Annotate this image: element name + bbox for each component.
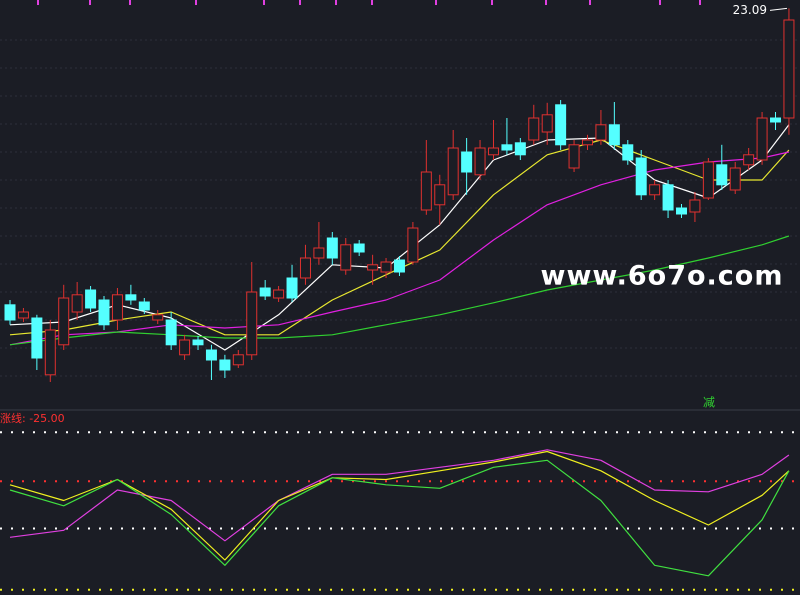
- candle-body: [649, 184, 661, 196]
- candle-body: [192, 339, 204, 346]
- candle-body: [367, 264, 379, 271]
- candle-body: [770, 117, 782, 123]
- candle-body: [219, 359, 231, 371]
- candle-body: [125, 294, 137, 301]
- candle-body: [299, 257, 311, 279]
- indicator-title: 涨线: -25.00: [0, 411, 65, 425]
- candle-body: [71, 294, 83, 313]
- candle-body: [487, 147, 499, 156]
- candle-body: [246, 291, 258, 356]
- candle-body: [662, 184, 674, 211]
- series-line: [9, 449, 790, 542]
- candle-body: [31, 317, 43, 359]
- candle-body: [58, 297, 70, 346]
- watermark: www.6o7o.com: [541, 261, 784, 292]
- series-line: [9, 235, 790, 346]
- candle-body: [568, 144, 580, 169]
- candle-body: [514, 142, 526, 156]
- candle-body: [340, 244, 352, 271]
- candle-body: [232, 354, 244, 366]
- candle-body: [756, 117, 768, 161]
- candle-body: [716, 164, 728, 186]
- candle-body: [635, 157, 647, 196]
- candle-body: [4, 304, 16, 321]
- candle-body: [555, 104, 567, 146]
- candle-body: [85, 289, 97, 309]
- candle-body: [595, 124, 607, 141]
- candle-body: [420, 171, 432, 211]
- candle-body: [273, 289, 285, 299]
- candle-body: [676, 207, 687, 215]
- candle-body: [98, 299, 110, 326]
- high-arrow: [769, 7, 787, 11]
- candle-body: [313, 247, 325, 259]
- candle-body: [326, 237, 338, 259]
- candle-body: [528, 117, 540, 141]
- candle-body: [152, 314, 164, 321]
- series-line: [9, 151, 790, 346]
- candle-body: [393, 259, 405, 273]
- candle-body: [702, 161, 714, 199]
- candle-body: [434, 184, 446, 206]
- candle-body: [407, 227, 419, 263]
- annotation: 减: [703, 396, 715, 410]
- candle-body: [286, 277, 298, 299]
- candle-body: [17, 311, 29, 319]
- candle-body: [165, 319, 177, 346]
- candle-body: [447, 147, 459, 196]
- candle-body: [581, 139, 593, 146]
- candle-body: [783, 19, 795, 119]
- candle-body: [501, 144, 513, 151]
- candle-body: [353, 243, 365, 253]
- series-line: [9, 459, 790, 577]
- candle-body: [743, 154, 755, 166]
- candle-body: [259, 287, 271, 297]
- candle-body: [179, 339, 191, 356]
- candle-body: [205, 349, 217, 361]
- candle-body: [44, 329, 56, 376]
- top-markers: [37, 0, 701, 5]
- candle-body: [461, 151, 473, 173]
- series-line: [9, 450, 790, 561]
- candle-body: [111, 294, 123, 321]
- candle-body: [689, 199, 701, 213]
- candle-body: [608, 124, 620, 146]
- candle-body: [729, 167, 741, 191]
- high-label: 23.09: [733, 3, 767, 17]
- candle-body: [541, 114, 553, 133]
- candle-body: [380, 261, 392, 273]
- candle-body: [138, 301, 150, 311]
- candle-body: [622, 144, 634, 161]
- candle-body: [474, 147, 486, 176]
